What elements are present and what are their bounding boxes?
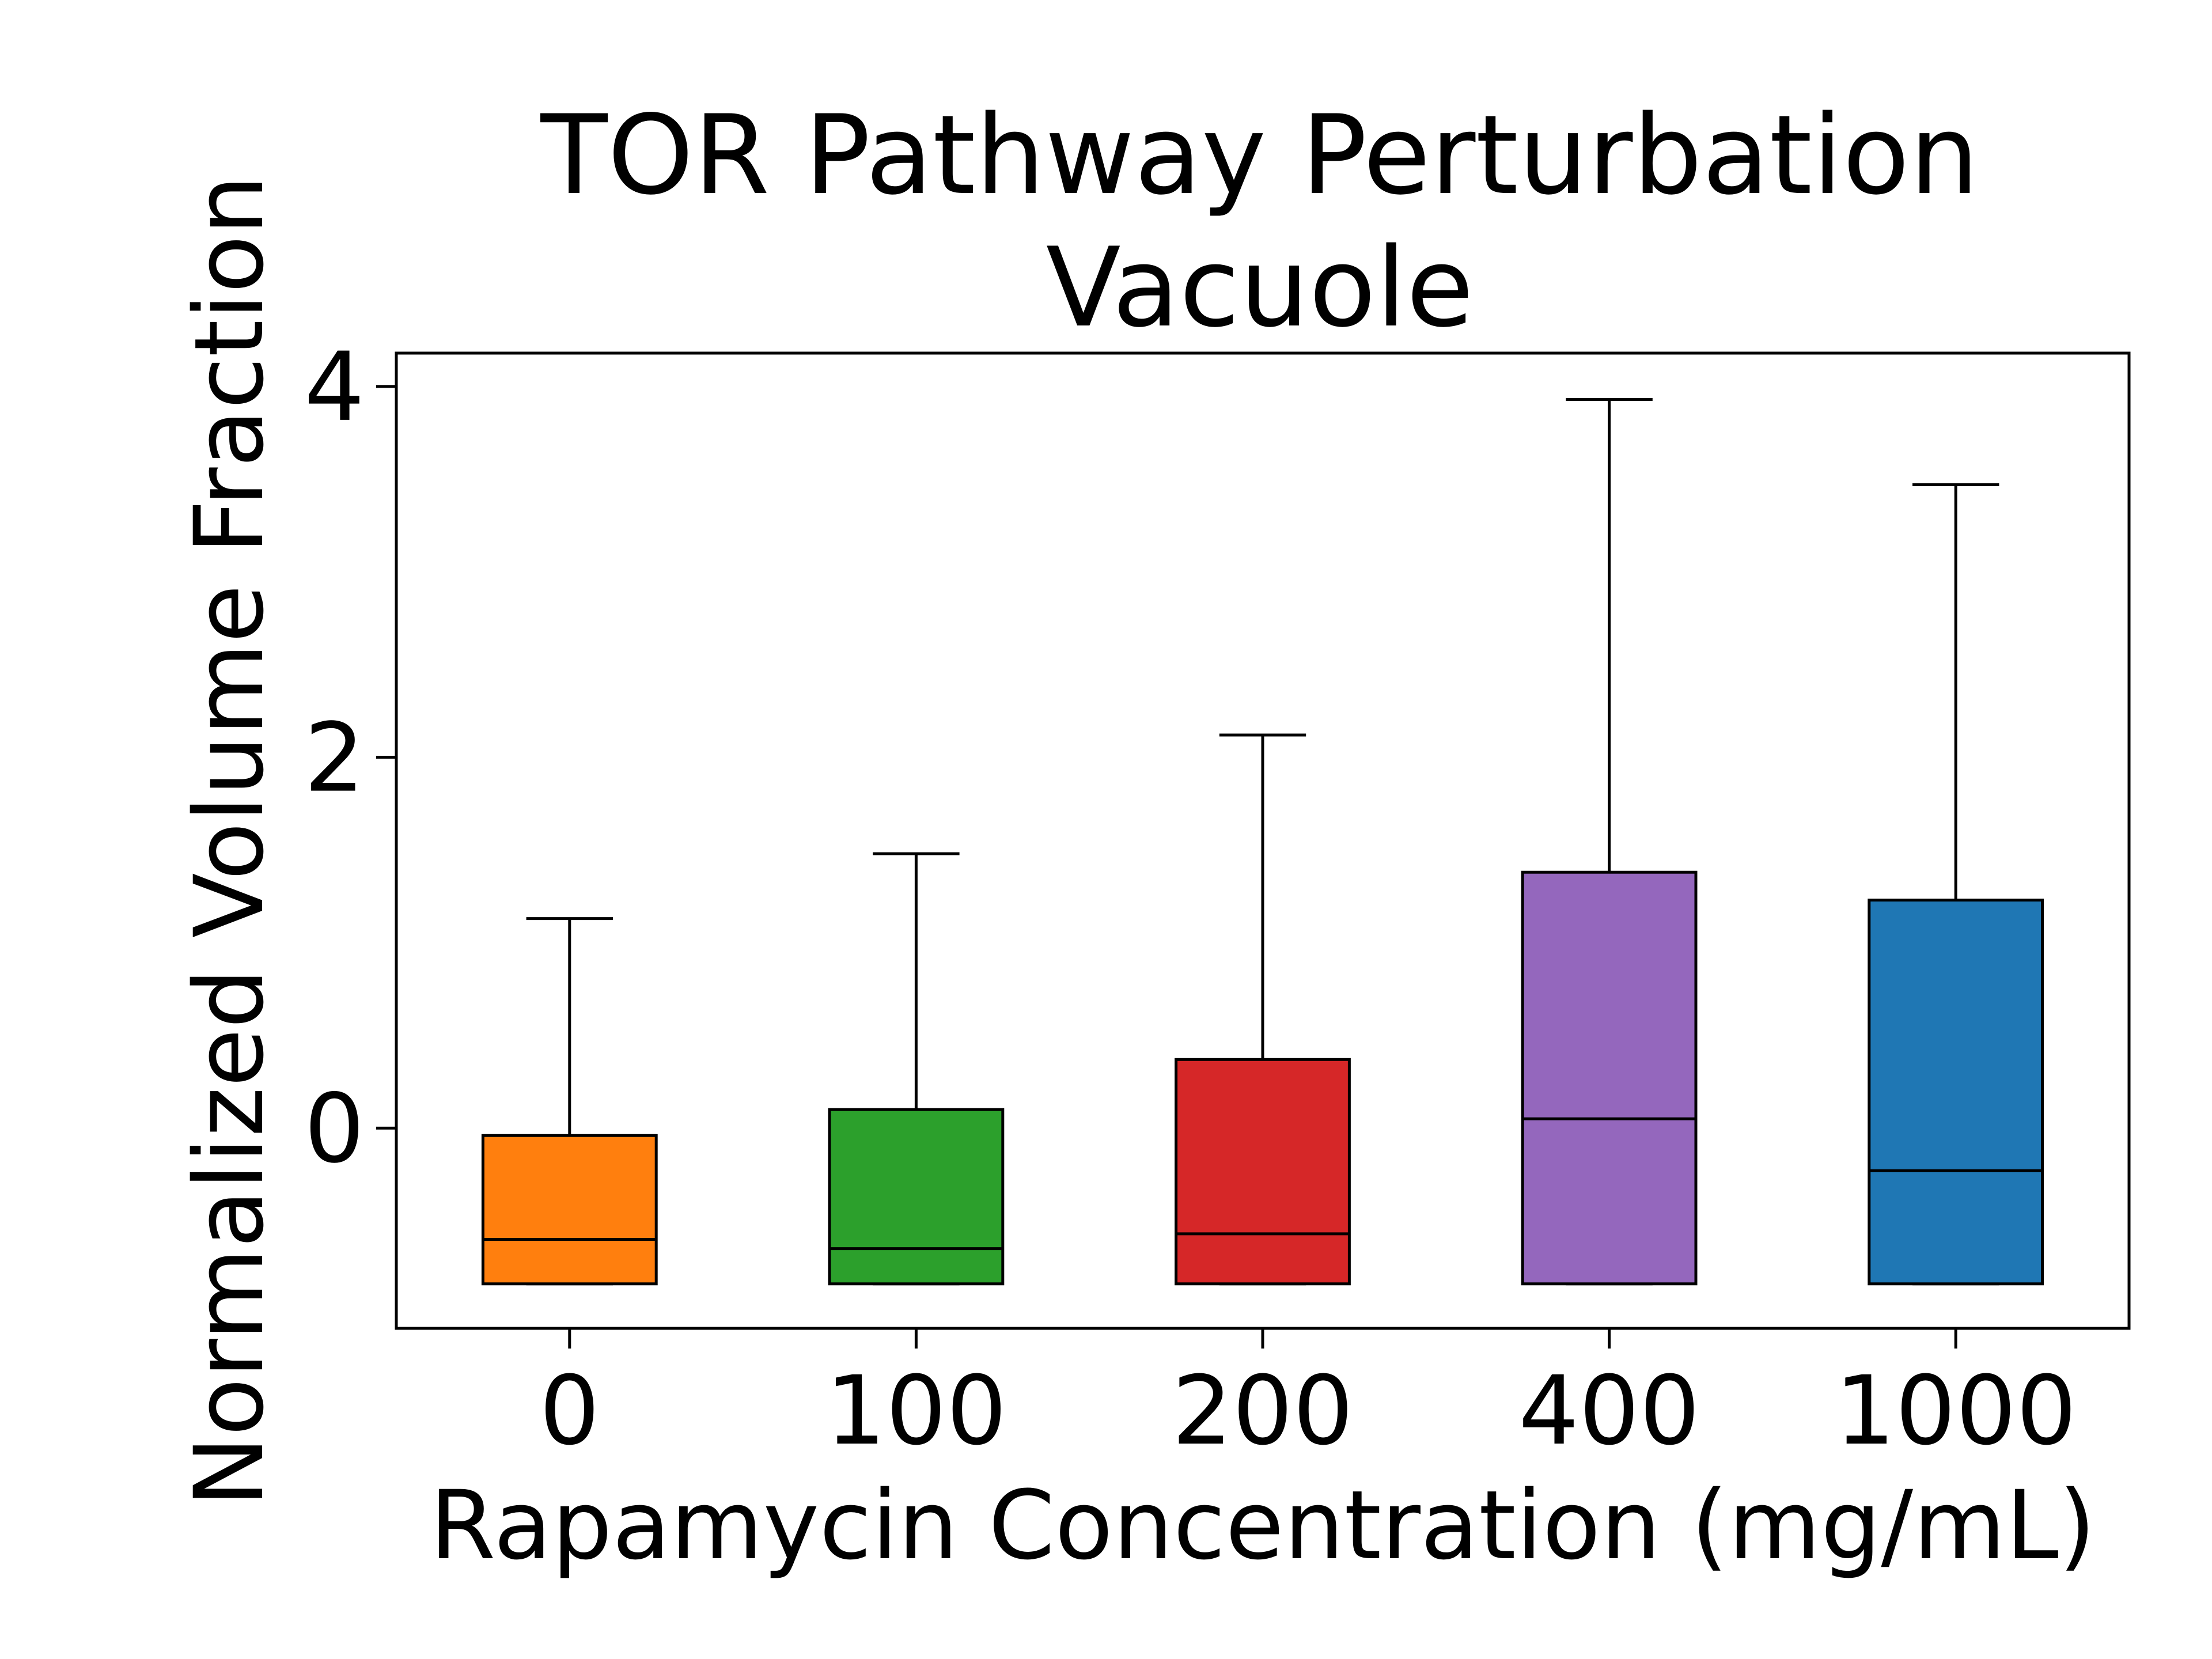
x-tick-label: 200 bbox=[1172, 1355, 1354, 1466]
box-group-100 bbox=[828, 852, 1005, 1286]
y-tick-label: 2 bbox=[304, 703, 365, 813]
box bbox=[1175, 1058, 1351, 1286]
plot-area bbox=[481, 397, 2044, 1286]
y-tick-label: 0 bbox=[304, 1073, 365, 1184]
chart-title-line-1: TOR Pathway Perturbation bbox=[540, 92, 1979, 219]
box-group-0 bbox=[481, 917, 658, 1286]
chart-title-line-2: Vacuole bbox=[1046, 224, 1474, 351]
x-tick-label: 100 bbox=[825, 1355, 1007, 1466]
box-group-200 bbox=[1175, 733, 1351, 1286]
x-tick-label: 1000 bbox=[1835, 1355, 2077, 1466]
x-axis-label: Rapamycin Concentration (mg/mL) bbox=[430, 1470, 2096, 1581]
x-tick-label: 400 bbox=[1518, 1355, 1700, 1466]
y-axis-label: Normalized Volume Fraction bbox=[174, 175, 285, 1508]
x-tick-label: 0 bbox=[539, 1355, 600, 1466]
box bbox=[1521, 870, 1698, 1286]
box bbox=[481, 1134, 658, 1286]
box bbox=[828, 1108, 1005, 1286]
box bbox=[1868, 898, 2044, 1286]
box-group-400 bbox=[1521, 397, 1698, 1286]
y-tick-label: 4 bbox=[304, 332, 365, 442]
box-group-1000 bbox=[1868, 483, 2044, 1286]
